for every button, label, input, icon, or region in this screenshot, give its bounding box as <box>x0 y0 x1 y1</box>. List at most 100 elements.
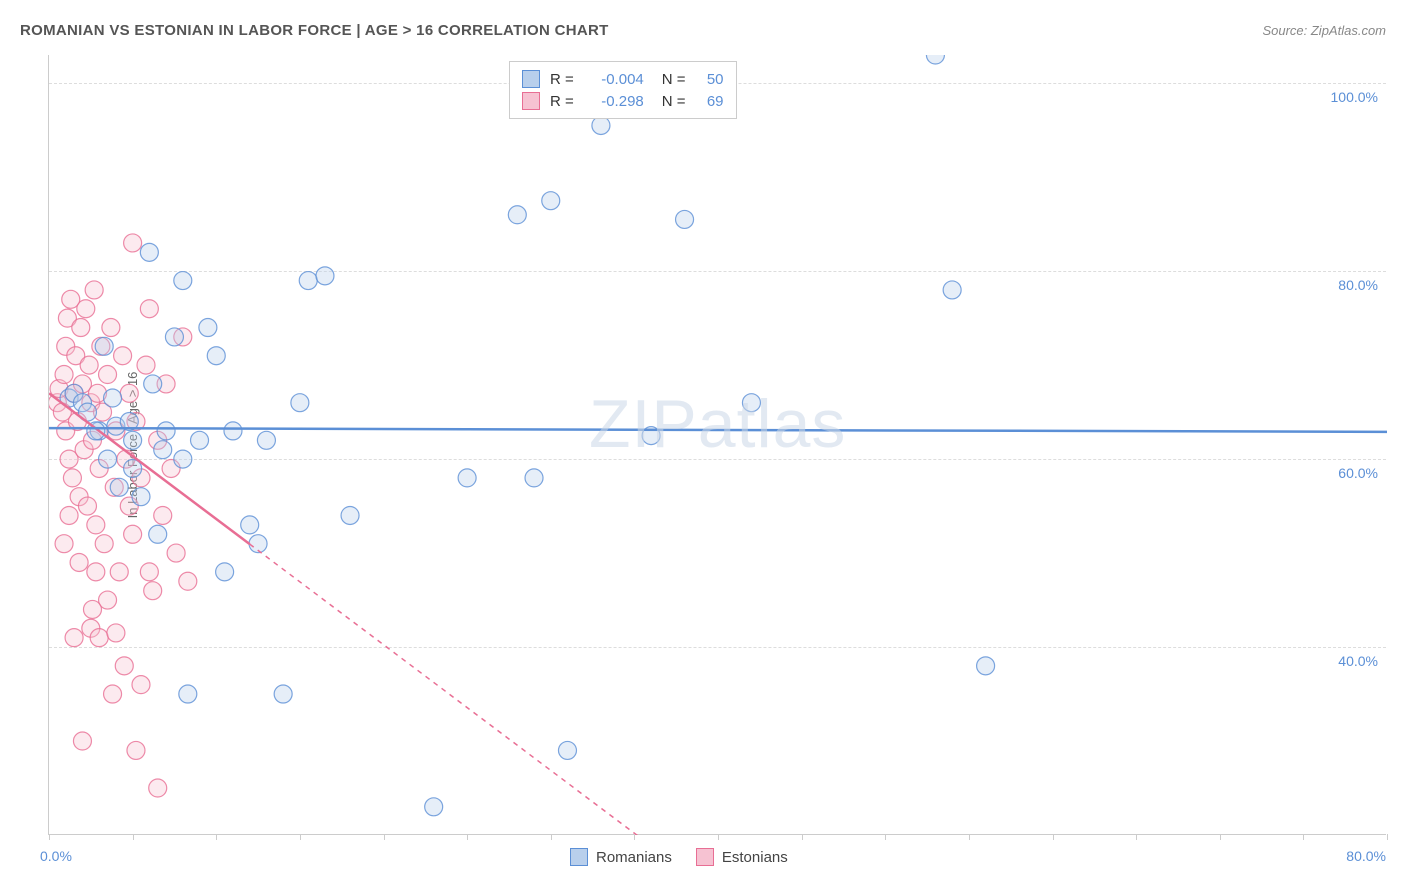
data-point <box>299 272 317 290</box>
data-point <box>99 450 117 468</box>
data-point <box>104 685 122 703</box>
data-point <box>508 206 526 224</box>
data-point <box>70 553 88 571</box>
data-point <box>458 469 476 487</box>
data-point <box>85 281 103 299</box>
data-point <box>87 563 105 581</box>
data-point <box>72 319 90 337</box>
data-point <box>167 544 185 562</box>
data-point <box>60 506 78 524</box>
data-point <box>341 506 359 524</box>
x-tick <box>1220 834 1221 840</box>
data-point <box>926 55 944 64</box>
data-point <box>140 563 158 581</box>
x-tick <box>885 834 886 840</box>
x-axis-start-label: 0.0% <box>40 848 72 864</box>
legend-r-label: R = <box>550 71 574 88</box>
plot-area: In Labor Force | Age > 16 40.0%60.0%80.0… <box>48 55 1386 835</box>
legend-row: R =-0.004N =50 <box>522 68 724 90</box>
data-point <box>110 478 128 496</box>
legend-n-value: 50 <box>696 71 724 88</box>
trend-line <box>49 428 1387 432</box>
legend-r-value: -0.298 <box>584 93 644 110</box>
data-point <box>77 300 95 318</box>
data-point <box>165 328 183 346</box>
legend-series-name: Estonians <box>722 849 788 866</box>
chart-title: ROMANIAN VS ESTONIAN IN LABOR FORCE | AG… <box>20 22 609 39</box>
data-point <box>525 469 543 487</box>
data-point <box>157 422 175 440</box>
x-tick <box>969 834 970 840</box>
scatter-svg <box>49 55 1387 835</box>
data-point <box>104 389 122 407</box>
legend-swatch <box>570 848 588 866</box>
legend-series: Romanians Estonians <box>570 848 788 866</box>
x-tick <box>216 834 217 840</box>
legend-r-label: R = <box>550 93 574 110</box>
data-point <box>55 535 73 553</box>
data-point <box>144 582 162 600</box>
x-tick <box>718 834 719 840</box>
data-point <box>132 676 150 694</box>
data-point <box>83 600 101 618</box>
data-point <box>132 488 150 506</box>
x-tick <box>467 834 468 840</box>
data-point <box>124 234 142 252</box>
data-point <box>943 281 961 299</box>
x-tick <box>1387 834 1388 840</box>
data-point <box>90 629 108 647</box>
x-tick <box>802 834 803 840</box>
data-point <box>154 441 172 459</box>
data-point <box>87 516 105 534</box>
data-point <box>107 624 125 642</box>
data-point <box>241 516 259 534</box>
data-point <box>95 535 113 553</box>
data-point <box>102 319 120 337</box>
legend-bottom-item: Estonians <box>696 848 788 866</box>
data-point <box>174 450 192 468</box>
legend-series-name: Romanians <box>596 849 672 866</box>
data-point <box>114 347 132 365</box>
legend-row: R =-0.298N =69 <box>522 90 724 112</box>
data-point <box>78 497 96 515</box>
data-point <box>95 337 113 355</box>
data-point <box>216 563 234 581</box>
legend-swatch <box>522 70 540 88</box>
data-point <box>65 629 83 647</box>
data-point <box>120 384 138 402</box>
x-tick <box>300 834 301 840</box>
data-point <box>140 243 158 261</box>
data-point <box>73 732 91 750</box>
data-point <box>224 422 242 440</box>
data-point <box>174 272 192 290</box>
data-point <box>274 685 292 703</box>
data-point <box>179 685 197 703</box>
data-point <box>124 431 142 449</box>
data-point <box>191 431 209 449</box>
x-axis-end-label: 80.0% <box>1346 848 1386 864</box>
legend-n-label: N = <box>662 93 686 110</box>
source-label: Source: ZipAtlas.com <box>1262 23 1386 38</box>
data-point <box>149 525 167 543</box>
x-tick <box>1303 834 1304 840</box>
x-tick <box>133 834 134 840</box>
data-point <box>257 431 275 449</box>
data-point <box>137 356 155 374</box>
data-point <box>676 210 694 228</box>
data-point <box>592 116 610 134</box>
data-point <box>115 657 133 675</box>
data-point <box>425 798 443 816</box>
data-point <box>207 347 225 365</box>
x-tick <box>634 834 635 840</box>
data-point <box>291 394 309 412</box>
data-point <box>63 469 81 487</box>
data-point <box>154 506 172 524</box>
legend-correlation: R =-0.004N =50R =-0.298N =69 <box>509 61 737 119</box>
data-point <box>316 267 334 285</box>
data-point <box>179 572 197 590</box>
data-point <box>127 741 145 759</box>
trend-line <box>49 393 250 544</box>
data-point <box>110 563 128 581</box>
data-point <box>55 366 73 384</box>
data-point <box>144 375 162 393</box>
